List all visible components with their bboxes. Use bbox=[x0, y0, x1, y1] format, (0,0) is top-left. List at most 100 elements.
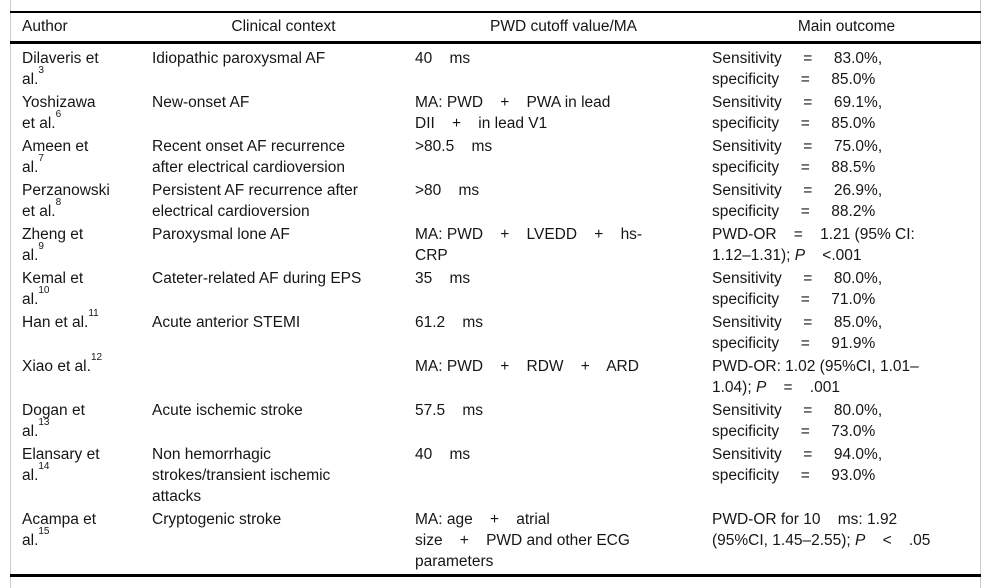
text-segment: New-onset AF bbox=[152, 94, 250, 111]
text-segment: al. bbox=[22, 532, 39, 549]
text-segment: Sensitivity = 94.0%, bbox=[712, 446, 883, 463]
text-segment: Sensitivity = 69.1%, bbox=[712, 94, 883, 111]
author-cell: Yoshizawa et al.6 bbox=[10, 92, 152, 134]
author-cell: Han et al.11 bbox=[10, 308, 152, 354]
author-cell: Ameen et al.7 bbox=[10, 136, 152, 178]
table-row: Han et al.11 Acute anterior STEMI 61.2 ms S… bbox=[10, 308, 981, 354]
text-segment: after electrical cardioversion bbox=[152, 159, 345, 176]
clinical-context-cell: Recent onset AF recurrence after electric… bbox=[152, 136, 415, 178]
text-segment: 1.12–1.31); bbox=[712, 247, 795, 264]
cell-line: Xiao et al.12 bbox=[22, 352, 152, 377]
text-segment: 61.2 ms bbox=[415, 314, 484, 331]
cell-line: Dogan et bbox=[22, 400, 152, 421]
cell-line: Sensitivity = 26.9%, bbox=[712, 180, 981, 201]
author-cell: Zheng et al.9 bbox=[10, 224, 152, 266]
cell-line: 61.2 ms bbox=[415, 312, 712, 333]
table-row: Xiao et al.12 MA: PWD + RDW + ARD PWD-OR: … bbox=[10, 352, 981, 398]
text-segment: Dogan et bbox=[22, 402, 85, 419]
text-segment: MA: PWD + RDW + ARD bbox=[415, 358, 639, 375]
clinical-context-cell: Paroxysmal lone AF bbox=[152, 224, 415, 266]
table-row: Kemal et al.10 Cateter-related AF during E… bbox=[10, 268, 981, 310]
text-segment: Non hemorrhagic bbox=[152, 446, 271, 463]
citation-superscript: 10 bbox=[38, 284, 50, 296]
text-segment: >80.5 ms bbox=[415, 138, 493, 155]
citation-superscript: 13 bbox=[38, 416, 50, 428]
cell-line: PWD-OR = 1.21 (95% CI: bbox=[712, 224, 981, 245]
text-segment: P bbox=[855, 532, 866, 549]
text-segment: 40 ms bbox=[415, 50, 471, 67]
table-row: Zheng et al.9 Paroxysmal lone AF MA: PWD + … bbox=[10, 224, 981, 266]
text-segment: PWD-OR for 10 ms: 1.92 bbox=[712, 511, 898, 528]
text-segment: strokes/transient ischemic bbox=[152, 467, 331, 484]
outcome-cell: PWD-OR for 10 ms: 1.92 (95%CI, 1.45–2.55)… bbox=[712, 509, 981, 572]
cell-line: Yoshizawa bbox=[22, 92, 152, 113]
text-segment: 1.04); bbox=[712, 379, 756, 396]
column-header-main-outcome: Main outcome bbox=[797, 18, 896, 35]
text-segment: Sensitivity = 80.0%, bbox=[712, 270, 883, 287]
text-segment: CRP bbox=[415, 247, 448, 264]
text-segment: Sensitivity = 85.0%, bbox=[712, 314, 883, 331]
cell-line: Sensitivity = 94.0%, bbox=[712, 444, 981, 465]
cell-line: specificity = 85.0% bbox=[712, 113, 981, 134]
citation-superscript: 7 bbox=[38, 152, 44, 164]
text-segment: Elansary et bbox=[22, 446, 100, 463]
text-segment: parameters bbox=[415, 553, 494, 570]
text-segment: al. bbox=[22, 291, 39, 308]
text-segment: Perzanowski bbox=[22, 182, 110, 199]
clinical-context-cell bbox=[152, 356, 415, 398]
outcome-cell: Sensitivity = 85.0%, specificity = 91.9% bbox=[712, 312, 981, 354]
cell-line: >80.5 ms bbox=[415, 136, 712, 157]
text-segment: Zheng et bbox=[22, 226, 84, 243]
cutoff-cell: 40 ms bbox=[415, 48, 712, 90]
cell-line: MA: PWD + PWA in lead bbox=[415, 92, 712, 113]
text-segment: Sensitivity = 80.0%, bbox=[712, 402, 883, 419]
text-segment: specificity = 88.5% bbox=[712, 159, 876, 176]
clinical-context-cell: Cateter-related AF during EPS bbox=[152, 268, 415, 310]
cell-line: 1.04); P = .001 bbox=[712, 377, 981, 398]
clinical-context-cell: Acute anterior STEMI bbox=[152, 312, 415, 354]
cell-line: Recent onset AF recurrence bbox=[152, 136, 415, 157]
column-header-clinical-context: Clinical context bbox=[231, 18, 336, 35]
cell-line: Sensitivity = 80.0%, bbox=[712, 400, 981, 421]
outcome-cell: Sensitivity = 94.0%, specificity = 93.0% bbox=[712, 444, 981, 507]
text-segment: Yoshizawa bbox=[22, 94, 96, 111]
cell-line: al.14 bbox=[22, 461, 152, 486]
cell-line: Zheng et bbox=[22, 224, 152, 245]
text-segment: specificity = 91.9% bbox=[712, 335, 876, 352]
text-segment: Xiao et al. bbox=[22, 358, 91, 375]
text-segment: 57.5 ms bbox=[415, 402, 484, 419]
cutoff-cell: 40 ms bbox=[415, 444, 712, 507]
outcome-cell: Sensitivity = 83.0%, specificity = 85.0% bbox=[712, 48, 981, 90]
cell-line: Sensitivity = 75.0%, bbox=[712, 136, 981, 157]
cell-line: PWD-OR: 1.02 (95%CI, 1.01– bbox=[712, 356, 981, 377]
cutoff-cell: MA: age + atrial size + PWD and other ECG… bbox=[415, 509, 712, 572]
cell-line: al.15 bbox=[22, 526, 152, 551]
table-row: Elansary et al.14 Non hemorrhagic strokes/t… bbox=[10, 444, 981, 507]
cell-line: et al.6 bbox=[22, 109, 152, 134]
text-segment: Cryptogenic stroke bbox=[152, 511, 282, 528]
text-segment: < .05 bbox=[865, 532, 931, 549]
cell-line: (95%CI, 1.45–2.55); P < .05 bbox=[712, 530, 981, 551]
text-segment: >80 ms bbox=[415, 182, 480, 199]
clinical-context-cell: Idiopathic paroxysmal AF bbox=[152, 48, 415, 90]
cutoff-cell: 61.2 ms bbox=[415, 312, 712, 354]
cell-line: Paroxysmal lone AF bbox=[152, 224, 415, 245]
citation-superscript: 8 bbox=[55, 196, 62, 208]
citation-superscript: 3 bbox=[38, 64, 44, 76]
cell-line: specificity = 91.9% bbox=[712, 333, 981, 354]
cell-line: specificity = 93.0% bbox=[712, 465, 981, 486]
author-cell: Elansary et al.14 bbox=[10, 444, 152, 507]
cell-line: Sensitivity = 69.1%, bbox=[712, 92, 981, 113]
cell-line: al.9 bbox=[22, 241, 152, 266]
outcome-cell: Sensitivity = 80.0%, specificity = 71.0% bbox=[712, 268, 981, 310]
table-row: Acampa et al.15 Cryptogenic stroke MA: age … bbox=[10, 509, 981, 572]
text-segment: specificity = 73.0% bbox=[712, 423, 876, 440]
cell-line: Han et al.11 bbox=[22, 308, 152, 333]
table-row: Dogan et al.13 Acute ischemic stroke 57.5 m… bbox=[10, 400, 981, 442]
cell-line: 35 ms bbox=[415, 268, 712, 289]
text-segment: Cateter-related AF during EPS bbox=[152, 270, 362, 287]
cell-line: specificity = 73.0% bbox=[712, 421, 981, 442]
table-body: Dilaveris et al.3 Idiopathic paroxysmal AF… bbox=[10, 44, 981, 572]
text-segment: MA: PWD + LVEDD + hs- bbox=[415, 226, 643, 243]
cutoff-cell: >80.5 ms bbox=[415, 136, 712, 178]
